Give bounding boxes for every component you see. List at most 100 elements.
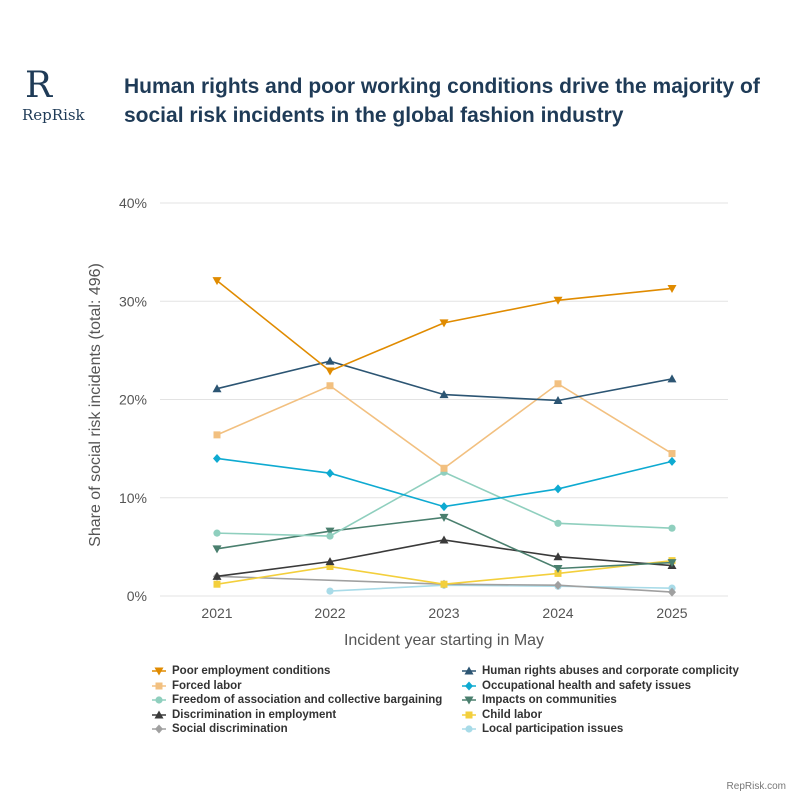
logo-text: RepRisk — [22, 106, 85, 124]
x-tick-label: 2024 — [542, 605, 573, 621]
legend-marker — [464, 666, 474, 675]
reprisk-logo: R RepRisk — [22, 68, 92, 128]
x-tick-label: 2022 — [314, 605, 345, 621]
legend-label: Freedom of association and collective ba… — [172, 694, 443, 706]
data-point — [554, 380, 562, 388]
data-point — [325, 527, 335, 536]
data-point — [439, 319, 449, 328]
data-point — [326, 587, 334, 595]
series-5 — [212, 513, 677, 573]
legend-swatch — [152, 696, 166, 704]
data-point — [668, 450, 676, 458]
data-point — [212, 545, 222, 554]
y-tick-label: 20% — [119, 392, 147, 408]
y-tick-label: 30% — [119, 293, 147, 309]
legend-label: Forced labor — [172, 679, 242, 692]
legend-marker — [155, 682, 163, 689]
x-tick-labels: 2021 2022 2023 2024 2025 — [201, 605, 687, 621]
data-point — [325, 356, 335, 365]
series-line — [216, 539, 673, 578]
legend-label: Social discrimination — [172, 723, 288, 735]
x-tick-label: 2021 — [201, 605, 232, 621]
data-point — [554, 580, 562, 590]
x-axis-label: Incident year starting in May — [344, 632, 544, 649]
legend-label: Child labor — [482, 708, 543, 721]
legend-marker — [465, 725, 473, 733]
data-point — [212, 277, 222, 286]
data-point — [554, 484, 562, 494]
legend-swatch — [462, 681, 476, 690]
data-point — [439, 390, 449, 399]
data-point — [553, 564, 563, 573]
data-point — [440, 502, 448, 512]
data-point — [325, 557, 335, 566]
x-tick-label: 2023 — [428, 605, 459, 621]
legend-label: Poor employment conditions — [172, 665, 331, 677]
footer-url: RepRisk.com — [726, 781, 786, 792]
legend-marker — [465, 711, 473, 718]
legend-marker — [155, 696, 163, 704]
x-tick-label: 2025 — [656, 605, 687, 621]
data-point — [212, 384, 222, 393]
y-axis-label: Share of social risk incidents (total: 4… — [87, 263, 104, 547]
data-point — [326, 563, 334, 571]
legend-marker — [154, 710, 164, 718]
data-point — [212, 571, 222, 580]
series-4 — [213, 468, 676, 540]
y-tick-label: 40% — [119, 195, 147, 211]
legend-label: Occupational health and safety issues — [482, 679, 691, 692]
series-2 — [213, 380, 676, 472]
legend-label: Impacts on communities — [482, 694, 617, 706]
y-tick-labels: 0% 10% 20% 30% 40% — [119, 195, 147, 604]
data-point — [668, 456, 676, 466]
legend-swatch — [152, 724, 166, 734]
gridlines — [160, 202, 728, 597]
data-point — [213, 529, 221, 537]
y-tick-label: 10% — [119, 490, 147, 506]
data-point — [553, 395, 563, 404]
legend-label: Discrimination in employment — [172, 708, 337, 721]
data-point — [213, 580, 221, 588]
legend-marker — [464, 696, 474, 705]
line-chart: 0% 10% 20% 30% 40% 2021 2022 2023 2024 2025 Shar… — [87, 195, 728, 649]
data-point — [554, 569, 562, 577]
series-line — [329, 584, 673, 592]
legend-swatch — [152, 682, 166, 689]
series-lines — [212, 277, 677, 597]
data-point — [554, 519, 562, 527]
data-point — [325, 367, 335, 376]
data-point — [668, 587, 676, 597]
legend-swatch — [462, 711, 476, 718]
logo-mark: R — [25, 65, 53, 106]
series-9 — [326, 581, 676, 595]
legend-marker — [155, 724, 163, 734]
series-6 — [212, 535, 677, 580]
legend-swatch — [462, 696, 476, 705]
legend-label: Local participation issues — [482, 723, 624, 735]
data-point — [439, 513, 449, 522]
series-0 — [212, 277, 677, 376]
legend-swatch — [462, 725, 476, 733]
legend-marker — [465, 681, 473, 690]
data-point — [440, 464, 448, 472]
chart-title: Human rights and poor working conditions… — [124, 75, 760, 127]
legend-swatch — [462, 666, 476, 675]
data-point — [213, 453, 221, 463]
data-point — [553, 296, 563, 305]
series-7 — [213, 557, 676, 588]
data-point — [667, 284, 677, 293]
legend-swatch — [152, 667, 166, 676]
y-tick-label: 0% — [127, 588, 147, 604]
data-point — [667, 374, 677, 383]
data-point — [667, 559, 677, 568]
data-point — [326, 382, 334, 390]
data-point — [553, 552, 563, 561]
series-3 — [213, 453, 676, 512]
data-point — [213, 431, 221, 439]
data-point — [668, 524, 676, 532]
legend-label: Human rights abuses and corporate compli… — [482, 665, 739, 677]
legend-swatch — [152, 710, 166, 718]
data-point — [440, 580, 448, 588]
data-point — [326, 468, 334, 478]
series-1 — [212, 356, 677, 404]
